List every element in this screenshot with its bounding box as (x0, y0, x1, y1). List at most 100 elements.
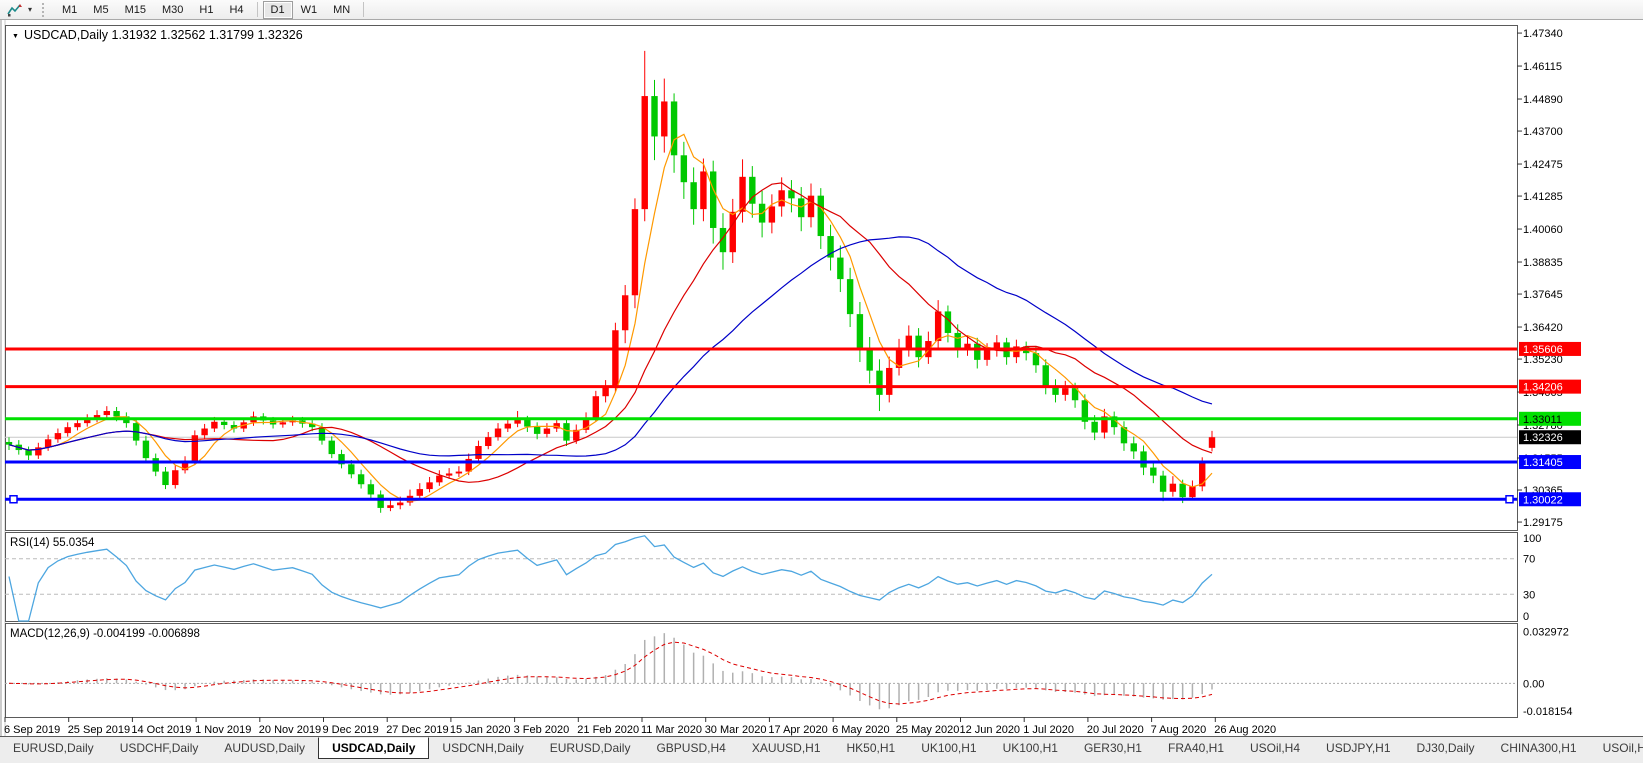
date-label: 14 Oct 2019 (131, 724, 191, 736)
date-label: 27 Dec 2019 (386, 724, 448, 736)
symbol-dropdown-caret-icon[interactable]: ▼ (12, 33, 19, 40)
rsi-panel: 100 70 30 0 (5, 533, 1541, 623)
toolbar-drag-handle[interactable] (42, 2, 48, 17)
rsi-line (8, 535, 1213, 622)
panel-borders (5, 25, 1518, 718)
price-line-badge: 1.34206 (1519, 379, 1581, 394)
chart-area: ▼ USDCAD,Daily 1.31932 1.32562 1.31799 1… (0, 20, 1643, 736)
window-frame (0, 20, 6, 736)
tab-fra40-h1[interactable]: FRA40,H1 (1167, 741, 1225, 755)
rsi-axis-label: 70 (1523, 554, 1535, 566)
tab-usdchf-daily[interactable]: USDCHF,Daily (119, 741, 199, 755)
date-label: 11 Mar 2020 (641, 724, 702, 736)
date-label: 25 May 2020 (896, 724, 960, 736)
price-chart: ▼ USDCAD,Daily 1.31932 1.32562 1.31799 1… (0, 20, 1581, 736)
price-line-badge: 1.33011 (1519, 411, 1581, 426)
symbol-tab-bar: EURUSD,Daily USDCHF,Daily AUDUSD,Daily USDC… (0, 736, 1643, 759)
price-line-badge-text: 1.33011 (1523, 414, 1562, 426)
current-price-badge: 1.32326 (1519, 430, 1581, 445)
timeframe-d1-button[interactable]: D1 (262, 0, 293, 19)
date-label: 21 Feb 2020 (577, 724, 639, 736)
hline-handle[interactable] (1505, 495, 1514, 504)
tab-uk100-h1[interactable]: UK100,H1 (1002, 741, 1058, 755)
macd-axis-label: 0.032972 (1523, 627, 1569, 639)
date-label: 12 Jun 2020 (960, 724, 1021, 736)
price-tick-label: 1.47340 (1523, 28, 1563, 40)
timeframe-m5-button[interactable]: M5 (93, 3, 109, 16)
tab-usdcnh-daily[interactable]: USDCNH,Daily (442, 741, 524, 755)
timeframe-mn-button[interactable]: MN (333, 3, 351, 16)
price-line-badge: 1.30022 (1519, 492, 1581, 507)
chart-tool-glyph (6, 3, 22, 16)
tab-eurusd-daily[interactable]: EURUSD,Daily (13, 741, 94, 755)
current-price-badge-text: 1.32326 (1523, 432, 1563, 444)
hline-handle[interactable] (9, 495, 18, 504)
date-label: 15 Jan 2020 (450, 724, 511, 736)
timeframe-m30-button[interactable]: M30 (161, 3, 184, 16)
rsi-axis-label: 100 (1523, 533, 1541, 545)
timeframe-m1-button[interactable]: M1 (62, 3, 78, 16)
toolbar-separator (363, 2, 365, 17)
price-line-badge-text: 1.30022 (1523, 494, 1563, 506)
price-tick-label: 1.36420 (1523, 322, 1563, 334)
tab-usdjpy-h1[interactable]: USDJPY,H1 (1326, 741, 1391, 755)
price-line-badge: 1.35606 (1519, 341, 1581, 356)
date-label: 6 Sep 2019 (4, 724, 60, 736)
price-tick-label: 1.35230 (1523, 354, 1563, 366)
tab-uk100-h1[interactable]: UK100,H1 (921, 741, 977, 755)
tab-usdcad-daily[interactable]: USDCAD,Daily (318, 737, 430, 759)
date-label: 1 Nov 2019 (195, 724, 251, 736)
price-line-badge-text: 1.35606 (1523, 344, 1563, 356)
chart-title: USDCAD,Daily 1.31932 1.32562 1.31799 1.3… (24, 28, 303, 42)
tab-dj30-daily[interactable]: DJ30,Daily (1416, 741, 1475, 755)
tab-china300-h1[interactable]: CHINA300,H1 (1500, 741, 1577, 755)
price-tick-label: 1.38835 (1523, 257, 1563, 269)
ma-fast-line (8, 133, 1213, 502)
date-axis: 6 Sep 2019 25 Sep 2019 14 Oct 2019 1 Nov 20… (4, 717, 1276, 736)
tab-eurusd-daily[interactable]: EURUSD,Daily (549, 741, 631, 755)
horizontal-lines (5, 347, 1517, 504)
date-label: 7 Aug 2020 (1151, 724, 1207, 736)
chart-tool-icon[interactable] (4, 2, 24, 18)
date-label: 25 Sep 2019 (68, 724, 130, 736)
tab-xauusd-h1[interactable]: XAUUSD,H1 (751, 741, 821, 755)
date-label: 3 Feb 2020 (514, 724, 570, 736)
ma-slow-line (8, 236, 1213, 457)
timeframe-h1-button[interactable]: H1 (199, 3, 214, 16)
tab-audusd-daily[interactable]: AUDUSD,Daily (224, 741, 306, 755)
date-label: 9 Dec 2019 (323, 724, 379, 736)
candlestick-layer (5, 50, 1216, 513)
price-tick-label: 1.46115 (1523, 61, 1562, 73)
macd-axis-label: -0.018154 (1523, 706, 1573, 718)
price-tick-label: 1.29175 (1523, 517, 1563, 529)
date-label: 30 Mar 2020 (705, 724, 767, 736)
rsi-indicator-label: RSI(14) 55.0354 (10, 537, 95, 549)
timeframe-buttons: M1 M5 M15 M30 H1 H4 D1 W1 MN (54, 0, 369, 20)
timeframe-toolbar: ▾ M1 M5 M15 M30 H1 H4 D1 W1 MN (0, 0, 1643, 20)
timeframe-m15-button[interactable]: M15 (124, 3, 146, 16)
tab-gbpusd-h4[interactable]: GBPUSD,H4 (656, 741, 726, 755)
price-tick-label: 1.42475 (1523, 159, 1563, 171)
macd-axis-label: 0.00 (1523, 678, 1544, 690)
date-label: 1 Jul 2020 (1023, 724, 1074, 736)
tab-ger30-h1[interactable]: GER30,H1 (1083, 741, 1142, 755)
tab-usoil-h4[interactable]: USOil,H4 (1250, 741, 1301, 755)
macd-signal-line (8, 641, 1213, 705)
rsi-axis-label: 30 (1523, 589, 1535, 601)
price-tick-label: 1.43700 (1523, 126, 1563, 138)
tab-hk50-h1[interactable]: HK50,H1 (846, 741, 896, 755)
window-bottom-strip (0, 759, 1643, 763)
chart-tool-dropdown-caret-icon[interactable]: ▾ (27, 5, 32, 14)
price-tick-label: 1.41285 (1523, 191, 1563, 203)
rsi-axis-label: 0 (1523, 611, 1529, 623)
price-line-badge-text: 1.31405 (1523, 457, 1563, 469)
macd-indicator-label: MACD(12,26,9) -0.004199 -0.006898 (10, 628, 200, 640)
price-tick-label: 1.44890 (1523, 94, 1563, 106)
price-line-badge-text: 1.34206 (1523, 382, 1563, 394)
timeframe-h4-button[interactable]: H4 (229, 3, 244, 16)
price-tick-label: 1.40060 (1523, 224, 1563, 236)
tab-usoil-h1[interactable]: USOil,H1 (1602, 741, 1643, 755)
timeframe-w1-button[interactable]: W1 (300, 3, 318, 16)
macd-panel: 0.032972 0.00 -0.018154 (5, 627, 1573, 718)
